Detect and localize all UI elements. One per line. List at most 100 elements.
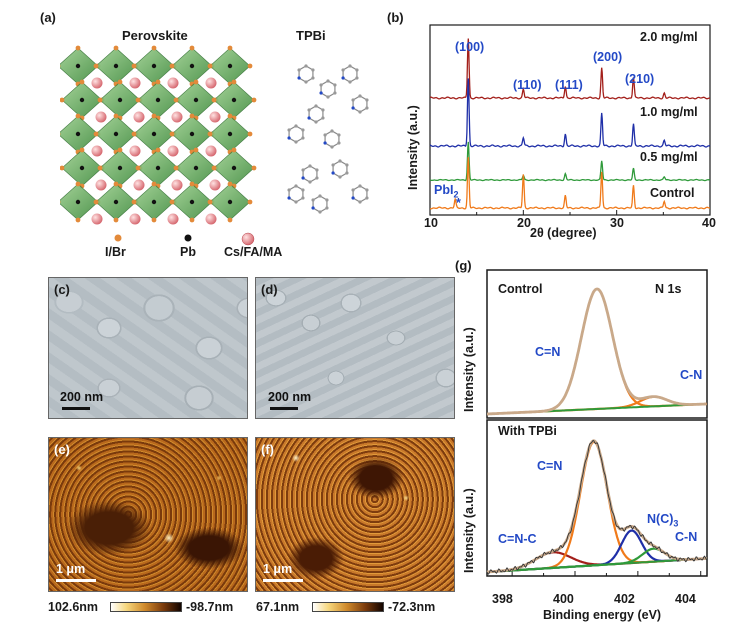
halide-atom: [113, 113, 119, 119]
halide-atom: [155, 147, 161, 153]
legend-cation: Cs/FA/MA: [224, 245, 283, 259]
halide-atom: [247, 63, 253, 69]
molecule-atom: [358, 184, 362, 188]
xps-element-label: N 1s: [655, 282, 682, 296]
pb-atom: [79, 165, 85, 171]
halide-atom: [79, 147, 85, 153]
molecule-atom: [333, 83, 337, 87]
xps-tick-404: 404: [675, 592, 696, 606]
molecule-atom: [297, 68, 301, 72]
halide-atom: [207, 199, 213, 205]
pb-atom: [75, 131, 81, 137]
molecule-atom: [351, 196, 355, 200]
xps-top-frame: [486, 269, 708, 419]
xps-bottom-y-axis-label: Intensity (a.u.): [462, 488, 476, 573]
molecule-atom: [319, 83, 323, 87]
cation-atom: [95, 179, 107, 191]
afm-f-colorbar: [312, 602, 384, 612]
benzene-ring: [324, 130, 340, 148]
xps-bottom-peak-cn-single: C-N: [675, 530, 698, 544]
xps-x-axis-label: Binding energy (eV): [543, 608, 662, 622]
molecule-atom: [301, 136, 305, 140]
molecule-atom: [326, 79, 330, 83]
halide-atom: [251, 97, 257, 103]
perovskite-title: Perovskite: [122, 28, 188, 43]
molecule-atom: [304, 80, 308, 84]
molecule-atom: [331, 171, 335, 175]
xps-tick-400: 400: [553, 592, 574, 606]
halide-atom: [169, 131, 175, 137]
benzene-ring: [298, 65, 314, 83]
molecule-atom: [331, 163, 335, 167]
molecule-atom: [338, 175, 342, 179]
xrd-series-label-1mg: 1.0 mg/ml: [640, 105, 698, 119]
pb-atom: [231, 97, 237, 103]
molecule-atom: [321, 116, 325, 120]
sem-c-scalebar: [62, 407, 90, 410]
afm-image-tpbi: [255, 437, 455, 592]
afm-e-scalebar-label: 1 μm: [56, 562, 86, 576]
xrd-tick-20: 20: [517, 216, 531, 230]
halide-atom: [211, 165, 217, 171]
cation-atom: [171, 179, 183, 191]
sem-d-scalebar-label: 200 nm: [268, 390, 312, 404]
halide-atom: [75, 45, 81, 51]
structure-legend-icons: [114, 232, 255, 246]
molecule-atom: [345, 163, 349, 167]
molecule-atom: [301, 128, 305, 132]
molecule-atom: [319, 91, 323, 95]
cation-atom: [95, 111, 107, 123]
molecule-atom: [358, 200, 362, 204]
halide-atom: [231, 147, 237, 153]
xps-raw-data: [486, 439, 708, 575]
molecule-atom: [301, 188, 305, 192]
cation-atom: [91, 77, 103, 89]
halide-atom: [211, 97, 217, 103]
halide-atom: [207, 131, 213, 137]
pb-atom: [189, 63, 195, 69]
pb-atom: [113, 63, 119, 69]
molecule-atom: [321, 108, 325, 112]
pb-atom: [113, 131, 119, 137]
xrd-series-label-control: Control: [650, 186, 695, 200]
xrd-tick-10: 10: [424, 216, 438, 230]
cation-atom: [205, 213, 217, 225]
molecule-atom: [301, 168, 305, 172]
halide-atom: [93, 63, 99, 69]
legend-ibr: I/Br: [105, 245, 126, 259]
xrd-x-axis-label: 2θ (degree): [530, 226, 597, 240]
afm-e-colorbar: [110, 602, 182, 612]
molecule-atom: [337, 141, 341, 145]
halide-atom: [227, 217, 233, 223]
molecule-atom: [314, 104, 318, 108]
molecule-atom: [311, 206, 315, 210]
halide-atom: [60, 97, 65, 103]
pb-atom: [227, 63, 233, 69]
cation-atom: [171, 111, 183, 123]
cation-atom: [129, 77, 141, 89]
cation-atom: [133, 179, 145, 191]
pbi2-star: *: [456, 196, 461, 210]
xps-tick-402: 402: [614, 592, 635, 606]
halide-atom: [189, 217, 195, 223]
panel-b-label: (b): [387, 10, 404, 25]
cation-atom: [167, 213, 179, 225]
halide-atom: [93, 199, 99, 205]
halide-atom: [151, 181, 157, 187]
halide-atom: [151, 113, 157, 119]
pb-atom: [151, 199, 157, 205]
panel-f-label: (f): [261, 442, 274, 457]
molecule-atom: [314, 120, 318, 124]
peak-label-100: (100): [455, 40, 485, 54]
xps-fit-envelope: [486, 439, 707, 574]
halide-atom: [151, 45, 157, 51]
xps-fit-envelope: [487, 287, 707, 416]
xps-component-peak: [487, 287, 707, 416]
molecule-atom: [358, 110, 362, 114]
xrd-chart: [429, 24, 711, 216]
halide-atom: [155, 79, 161, 85]
molecule-atom: [345, 171, 349, 175]
halide-atom: [131, 199, 137, 205]
afm-f-scalebar: [263, 579, 303, 582]
